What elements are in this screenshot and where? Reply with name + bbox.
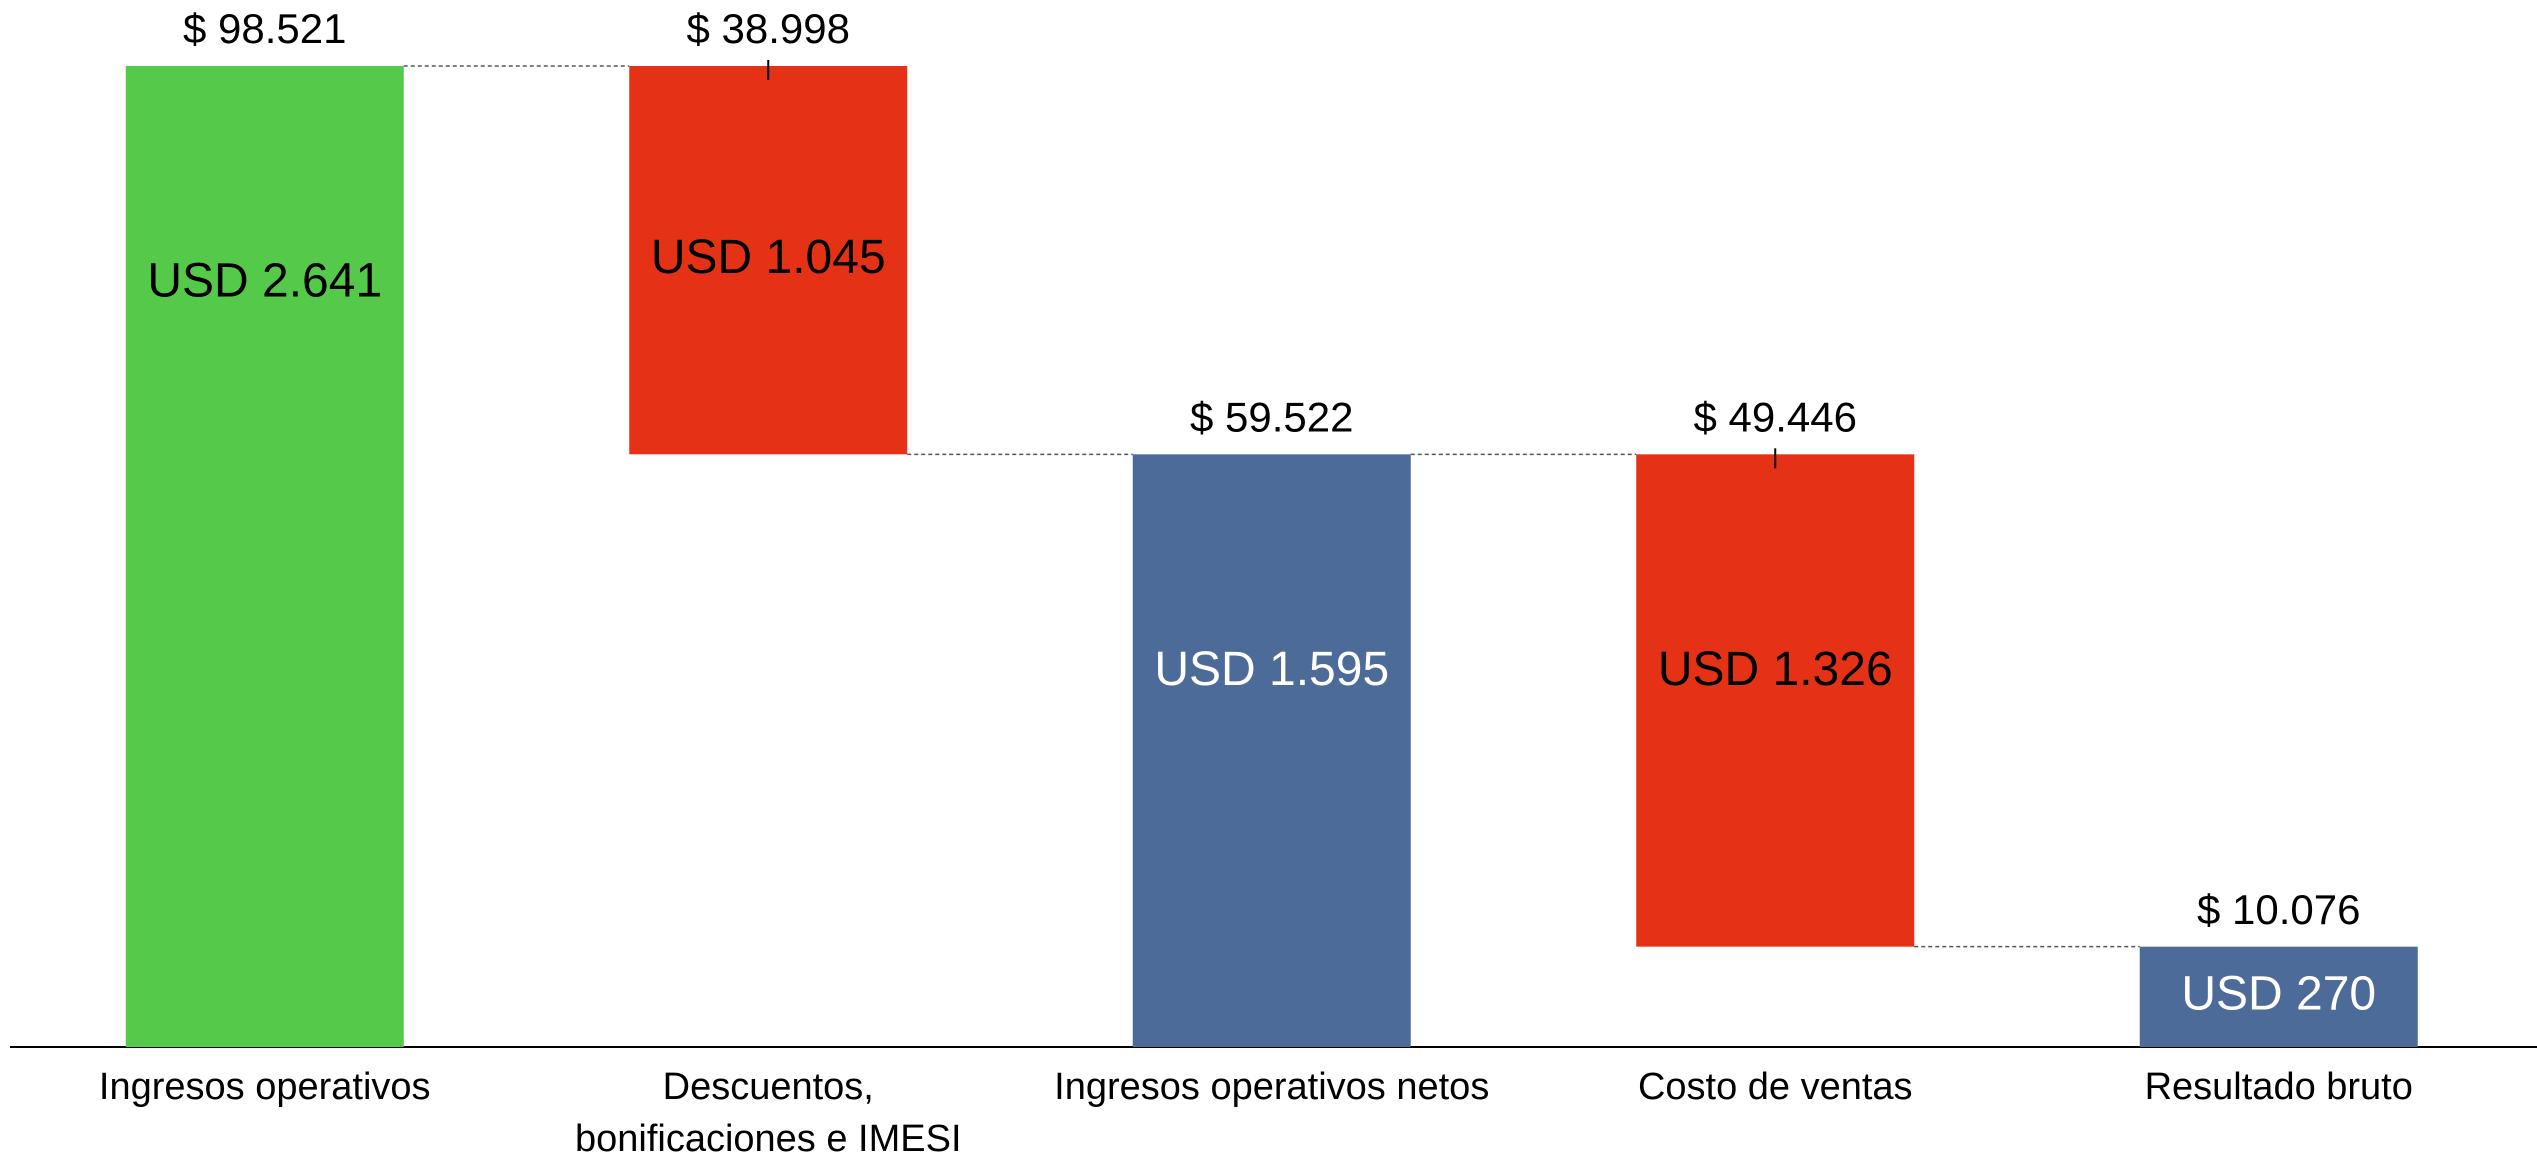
- x-tick-label: Resultado bruto: [2144, 1066, 2413, 1108]
- usd-label: USD 270: [2181, 968, 2376, 1021]
- bar: [2139, 946, 2418, 1047]
- usd-label: USD 2.641: [147, 255, 382, 308]
- value-label: $ 38.998: [687, 5, 851, 52]
- bar: [125, 66, 404, 1047]
- value-label: $ 98.521: [183, 5, 347, 52]
- usd-label: USD 1.045: [651, 231, 886, 284]
- value-label: $ 49.446: [1694, 393, 1858, 440]
- x-tick-label: Descuentos, bonificaciones e IMESI: [574, 1066, 962, 1158]
- bar: [629, 66, 908, 455]
- x-tick-label: Ingresos operativos: [98, 1066, 431, 1108]
- usd-label: USD 1.595: [1154, 643, 1389, 696]
- x-tick-label: Costo de ventas: [1637, 1066, 1913, 1108]
- bar: [1132, 454, 1411, 1047]
- bar: [1636, 454, 1915, 947]
- value-label: $ 59.522: [1190, 393, 1354, 440]
- usd-label: USD 1.326: [1658, 643, 1893, 696]
- x-tick-label: Ingresos operativos netos: [1054, 1066, 1490, 1108]
- value-label: $ 10.076: [2197, 886, 2361, 933]
